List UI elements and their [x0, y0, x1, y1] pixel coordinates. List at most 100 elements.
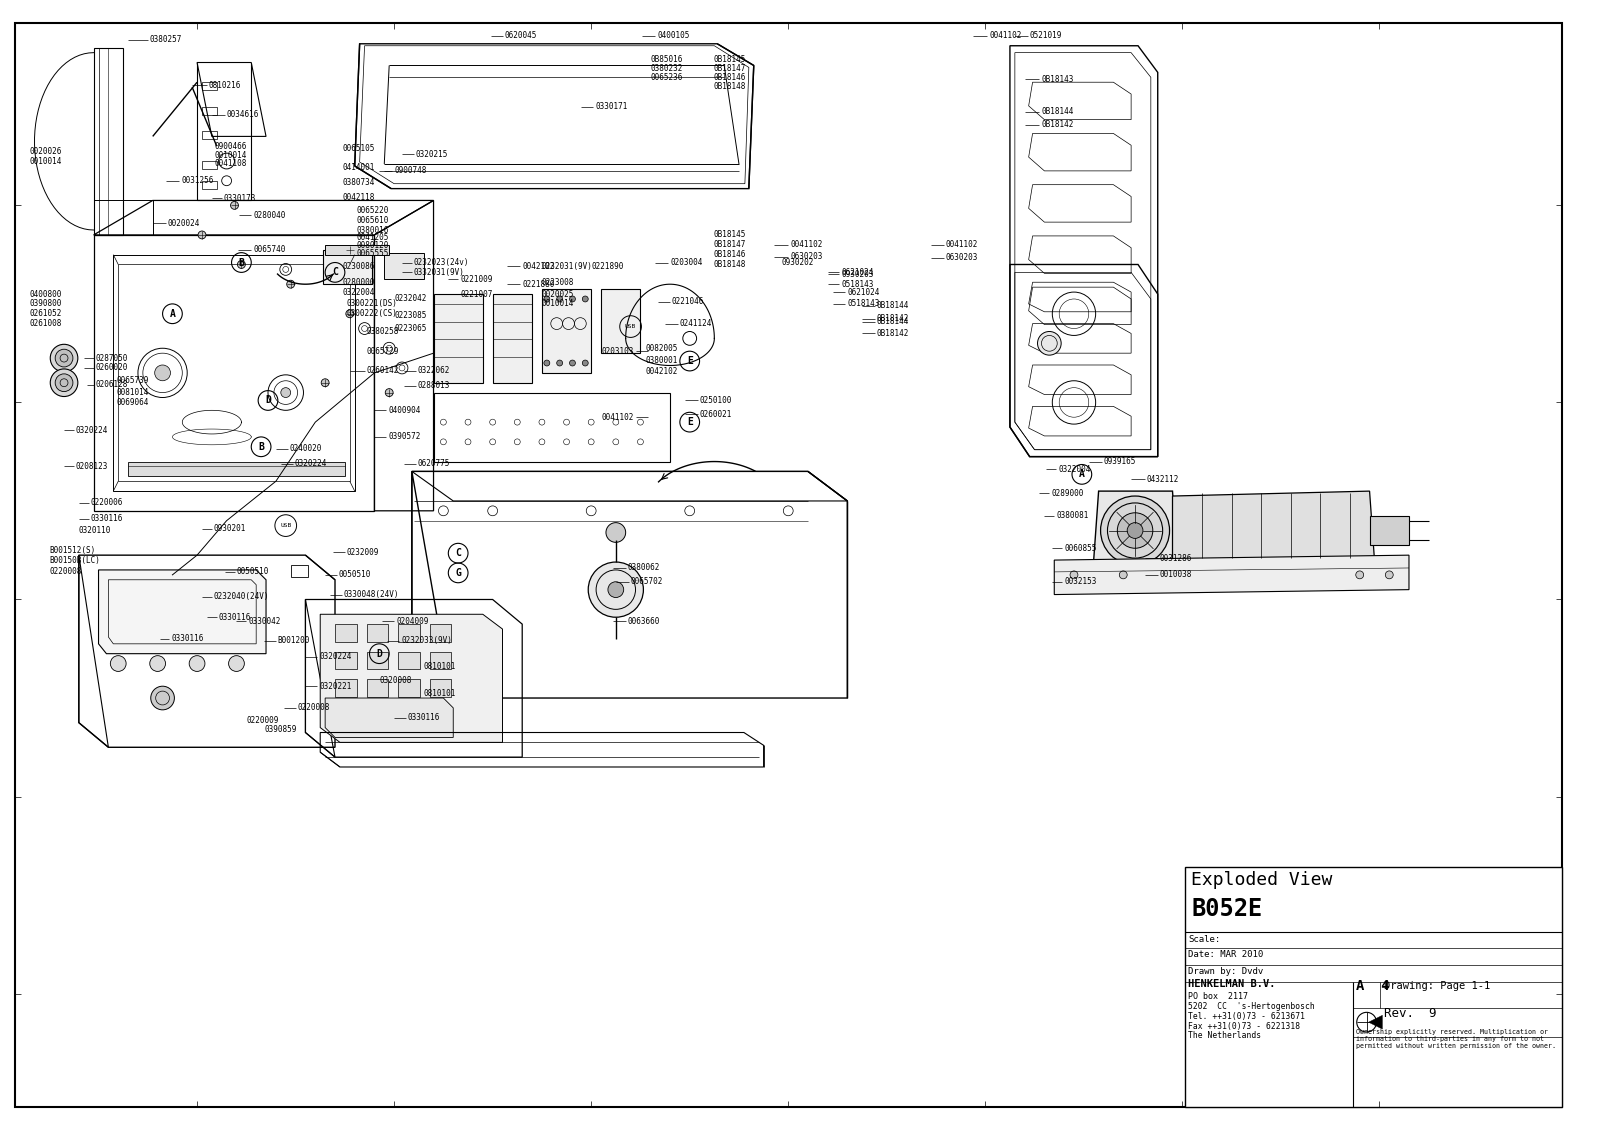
Text: 0223065: 0223065 [394, 325, 427, 333]
Text: 0065610: 0065610 [357, 216, 389, 225]
Text: 0322004: 0322004 [342, 287, 376, 296]
Text: 0330116: 0330116 [408, 714, 440, 723]
Text: 0B18146: 0B18146 [714, 72, 746, 81]
Text: 0020026: 0020026 [29, 147, 62, 156]
Circle shape [1037, 331, 1061, 355]
Text: 0232031(9V): 0232031(9V) [542, 262, 592, 271]
Text: 0223085: 0223085 [394, 311, 427, 320]
Text: 0041102: 0041102 [790, 240, 822, 249]
Text: 0010014: 0010014 [29, 156, 62, 165]
Text: 0260142: 0260142 [366, 366, 398, 375]
Text: 0041102: 0041102 [602, 413, 634, 422]
Text: 0232033(9V): 0232033(9V) [402, 637, 451, 646]
Text: The Netherlands: The Netherlands [1189, 1031, 1261, 1041]
Text: 0240020: 0240020 [290, 444, 322, 454]
Bar [202, 106, 216, 114]
Text: 0280040: 0280040 [253, 210, 285, 219]
Text: 0B18145: 0B18145 [714, 231, 746, 240]
Polygon shape [1368, 1016, 1382, 1029]
Circle shape [229, 656, 245, 672]
Text: 0280000: 0280000 [342, 278, 376, 287]
Text: 0B18145: 0B18145 [714, 55, 746, 64]
Polygon shape [325, 244, 389, 254]
Bar [429, 680, 451, 697]
Circle shape [155, 365, 171, 381]
Bar [429, 651, 451, 670]
Text: 0518143: 0518143 [848, 300, 880, 309]
Text: HENKELMAN B.V.: HENKELMAN B.V. [1189, 978, 1275, 988]
Circle shape [237, 260, 245, 268]
Text: 0320224: 0320224 [294, 459, 326, 468]
Text: 0330048(24V): 0330048(24V) [344, 590, 400, 599]
Text: 0260020: 0260020 [96, 363, 128, 372]
Text: 0B18148: 0B18148 [714, 260, 746, 269]
Text: 0320008: 0320008 [379, 676, 411, 684]
Circle shape [346, 245, 354, 253]
Text: 0521019: 0521019 [1030, 32, 1062, 41]
Text: 0050510: 0050510 [237, 568, 269, 577]
Circle shape [54, 349, 74, 366]
Text: 0320224: 0320224 [75, 425, 109, 434]
Text: 0330173: 0330173 [224, 195, 256, 202]
Polygon shape [542, 290, 590, 373]
Text: 0414001: 0414001 [342, 164, 376, 172]
Text: A: A [1078, 469, 1085, 480]
Text: 0939165: 0939165 [1104, 457, 1136, 466]
Text: 0042102: 0042102 [645, 368, 678, 377]
Text: 0320221: 0320221 [320, 682, 352, 691]
Text: 0221890: 0221890 [590, 262, 624, 271]
Text: 0322004: 0322004 [1058, 465, 1091, 474]
Text: 0390572: 0390572 [389, 432, 421, 441]
Bar [291, 566, 309, 577]
Text: 0232042: 0232042 [394, 294, 427, 303]
Text: E: E [686, 417, 693, 428]
Circle shape [282, 388, 291, 397]
Text: 0300222(CS): 0300222(CS) [347, 309, 398, 318]
Text: 0221007: 0221007 [461, 290, 493, 299]
Text: 0930201: 0930201 [214, 524, 246, 533]
Text: 0380062: 0380062 [627, 563, 661, 572]
Text: 0203103: 0203103 [602, 347, 634, 355]
Circle shape [544, 296, 550, 302]
Circle shape [557, 296, 563, 302]
Text: 0241124: 0241124 [680, 319, 712, 328]
Text: Scale:: Scale: [1189, 935, 1221, 944]
Text: 0032153: 0032153 [1064, 577, 1096, 586]
Circle shape [346, 310, 354, 318]
Text: 0621024: 0621024 [842, 268, 874, 277]
Polygon shape [384, 252, 424, 279]
Text: 0034616: 0034616 [227, 110, 259, 119]
Circle shape [150, 656, 165, 672]
Text: 0081014: 0081014 [117, 388, 149, 397]
Text: 0810216: 0810216 [210, 80, 242, 89]
Polygon shape [323, 250, 373, 284]
Circle shape [1101, 497, 1170, 566]
Text: 0221009: 0221009 [461, 275, 493, 284]
Bar [334, 624, 357, 642]
Bar [398, 624, 419, 642]
Text: Drawing: Page 1-1: Drawing: Page 1-1 [1384, 981, 1491, 991]
Bar [202, 83, 216, 90]
Bar [1186, 867, 1562, 1107]
Text: 0289000: 0289000 [1051, 489, 1083, 498]
Text: E: E [686, 356, 693, 366]
Text: 0380734: 0380734 [342, 179, 376, 188]
Bar [366, 680, 389, 697]
Text: A: A [170, 309, 176, 319]
Text: 0B18144: 0B18144 [877, 317, 909, 326]
Text: 0261008: 0261008 [29, 319, 62, 328]
Text: 0069064: 0069064 [117, 398, 149, 407]
Text: 0620775: 0620775 [418, 459, 450, 468]
Text: 0020024: 0020024 [168, 218, 200, 227]
Text: B001200: B001200 [278, 637, 310, 646]
Text: 0380257: 0380257 [150, 35, 182, 44]
Bar [202, 131, 216, 139]
Polygon shape [99, 570, 266, 654]
Text: 0900466: 0900466 [214, 141, 246, 150]
Circle shape [1117, 512, 1154, 549]
Text: 0390859: 0390859 [264, 725, 296, 734]
Text: 0B85016: 0B85016 [650, 55, 683, 64]
Text: 0B18143: 0B18143 [1042, 75, 1074, 84]
Text: 0B18147: 0B18147 [714, 64, 746, 72]
Text: 0621024: 0621024 [848, 287, 880, 296]
